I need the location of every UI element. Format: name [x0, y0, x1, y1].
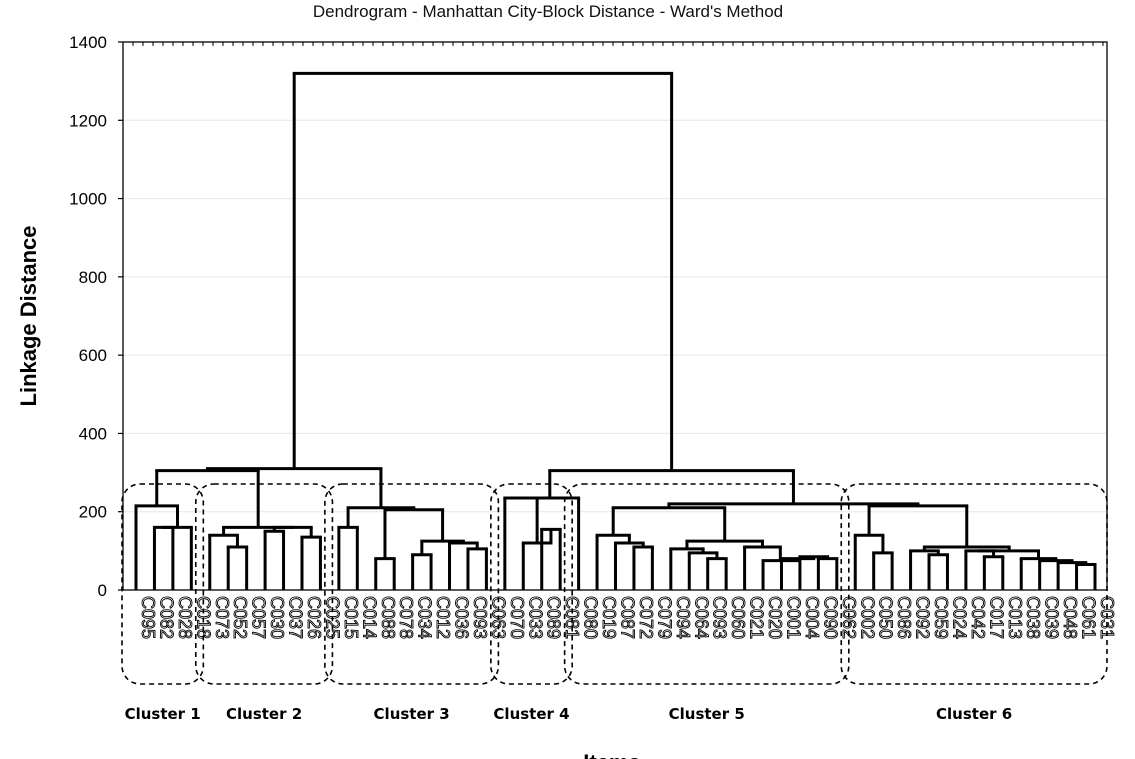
- leaf-label: C057: [249, 596, 269, 639]
- cluster-box: [121, 483, 205, 685]
- cluster-box: [840, 483, 1108, 685]
- leaf-label: C042: [968, 596, 988, 639]
- leaf-label: C070: [507, 596, 527, 639]
- y-tick-label: 1200: [69, 111, 107, 130]
- cluster-box: [194, 483, 334, 685]
- y-tick-label: 200: [79, 503, 107, 522]
- leaf-label: C088: [378, 596, 398, 639]
- leaf-label: C019: [599, 596, 619, 639]
- leaf-label: C037: [286, 596, 306, 639]
- y-tick-label: 1400: [69, 33, 107, 52]
- grid-lines: [123, 119, 1107, 513]
- leaf-label: C018: [193, 596, 213, 639]
- leaf-label: C082: [156, 596, 176, 639]
- leaf-label: C078: [396, 596, 416, 639]
- leaf-label: C087: [618, 596, 638, 639]
- leaf-label: C002: [857, 596, 877, 639]
- leaf-label: C093: [710, 596, 730, 639]
- cluster-label: Cluster 4: [493, 705, 569, 723]
- leaf-label: C073: [212, 596, 232, 639]
- leaf-label: C092: [913, 596, 933, 639]
- leaf-label: C079: [654, 596, 674, 639]
- leaf-label: C036: [452, 596, 472, 639]
- leaf-label: C012: [433, 596, 453, 639]
- cluster-label: Cluster 6: [936, 705, 1012, 723]
- cluster-box: [324, 483, 500, 685]
- leaf-label: C052: [230, 596, 250, 639]
- leaf-labels: C095C082C028C018C073C052C057C030C037C026…: [138, 596, 1118, 640]
- cluster-label: Cluster 2: [226, 705, 302, 723]
- leaf-label: C034: [415, 596, 435, 639]
- leaf-label: C094: [673, 596, 693, 639]
- chart-title: Dendrogram - Manhattan City-Block Distan…: [313, 2, 783, 21]
- y-axis-label: Linkage Distance: [16, 226, 41, 407]
- leaf-label: C048: [1060, 596, 1080, 639]
- leaf-label: C080: [581, 596, 601, 639]
- leaf-label: C004: [802, 596, 822, 639]
- leaf-label: C061: [1079, 596, 1099, 639]
- leaf-label: C026: [304, 596, 324, 639]
- x-axis-label: Items: [583, 750, 640, 759]
- cluster-box: [490, 483, 573, 685]
- leaf-label: C090: [820, 596, 840, 639]
- cluster-label: Cluster 3: [374, 705, 450, 723]
- leaf-label: C086: [894, 596, 914, 639]
- cluster-label: Cluster 5: [669, 705, 745, 723]
- leaf-label: C050: [876, 596, 896, 639]
- leaf-label: C030: [267, 596, 287, 639]
- leaf-label: C081: [562, 596, 582, 639]
- dendrogram-links: [134, 71, 1097, 590]
- leaf-label: C089: [544, 596, 564, 639]
- y-axis-ticks: 0 200 400 600 800 1000 1200 1400: [69, 33, 1104, 600]
- y-tick-label: 0: [98, 581, 107, 600]
- leaf-label: C039: [1042, 596, 1062, 639]
- y-tick-label: 600: [79, 346, 107, 365]
- leaf-label: C064: [691, 596, 711, 639]
- leaf-label: C033: [525, 596, 545, 639]
- leaf-label: C060: [728, 596, 748, 639]
- leaf-label: C093: [470, 596, 490, 639]
- leaf-label: C028: [175, 596, 195, 639]
- cluster-boxes: Cluster 1 Cluster 2 Cluster 3 Cluster 4 Clus…: [121, 483, 1108, 723]
- leaf-label: C072: [636, 596, 656, 639]
- y-tick-label: 800: [79, 268, 107, 287]
- leaf-label: C015: [341, 596, 361, 639]
- y-tick-label: 1000: [69, 190, 107, 209]
- leaf-label: C017: [986, 596, 1006, 639]
- leaf-label: C038: [1023, 596, 1043, 639]
- cluster-label: Cluster 1: [125, 705, 201, 723]
- leaf-label: C014: [359, 596, 379, 639]
- leaf-label: C001: [783, 596, 803, 639]
- leaf-label: C020: [765, 596, 785, 639]
- y-tick-label: 400: [79, 424, 107, 443]
- leaf-label: C059: [931, 596, 951, 639]
- leaf-label: C013: [1005, 596, 1025, 639]
- leaf-label: C095: [138, 596, 158, 639]
- leaf-label: C021: [747, 596, 767, 639]
- leaf-label: C024: [949, 596, 969, 639]
